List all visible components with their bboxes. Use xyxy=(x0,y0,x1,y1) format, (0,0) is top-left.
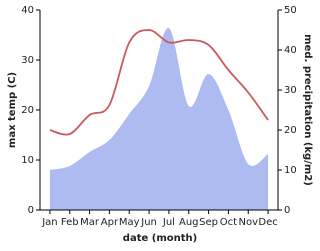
x-axis-label: date (month) xyxy=(123,233,197,244)
y-tick-label: 10 xyxy=(21,155,34,166)
x-tick-label: Feb xyxy=(61,217,79,228)
x-tick-label: Jun xyxy=(140,217,157,228)
y2-tick-label: 30 xyxy=(284,85,297,96)
temp-line xyxy=(49,29,269,136)
chart: date (month) max temp (C) med. precipita… xyxy=(7,5,313,244)
y-tick-label: 30 xyxy=(21,55,34,66)
x-tick-label: Aug xyxy=(179,217,199,228)
precipitation-area xyxy=(49,27,269,210)
x-tick-label: Nov xyxy=(238,217,258,228)
y-axis-label: max temp (C) xyxy=(7,72,18,148)
y-tick-label: 0 xyxy=(28,205,34,216)
y2-tick-label: 50 xyxy=(284,5,297,16)
y2-axis-label: med. precipitation (kg/m2) xyxy=(302,34,313,186)
x-tick-label: Dec xyxy=(258,217,277,228)
y2-tick-label: 10 xyxy=(284,165,297,176)
x-tick-label: Mar xyxy=(80,217,100,228)
x-tick-label: May xyxy=(119,217,140,228)
x-tick-label: Apr xyxy=(101,217,119,228)
x-tick-label: Jul xyxy=(162,217,175,228)
x-tick-label: Oct xyxy=(220,217,237,228)
x-tick-label: Sep xyxy=(199,217,218,228)
y-tick-label: 20 xyxy=(21,105,34,116)
y2-tick-label: 20 xyxy=(284,125,297,136)
x-tick-label: Jan xyxy=(41,217,57,228)
y-tick-label: 40 xyxy=(21,5,34,16)
y2-tick-label: 0 xyxy=(284,205,290,216)
y2-tick-label: 40 xyxy=(284,45,297,56)
